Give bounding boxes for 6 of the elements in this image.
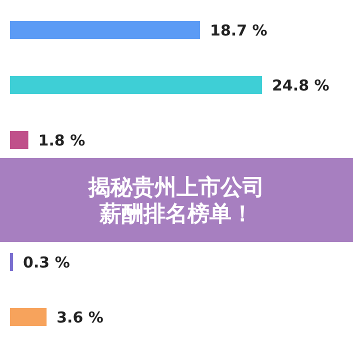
data-label: 3.6 % — [56, 308, 104, 326]
data-label: 24.8 % — [272, 76, 330, 94]
data-label: 18.7 % — [210, 21, 268, 40]
text: 揭秘贵州上市公司薪酬排名榜单！ — [88, 174, 264, 227]
data-label: 1.8 % — [38, 131, 86, 150]
data-label: 0.3 % — [23, 253, 70, 272]
